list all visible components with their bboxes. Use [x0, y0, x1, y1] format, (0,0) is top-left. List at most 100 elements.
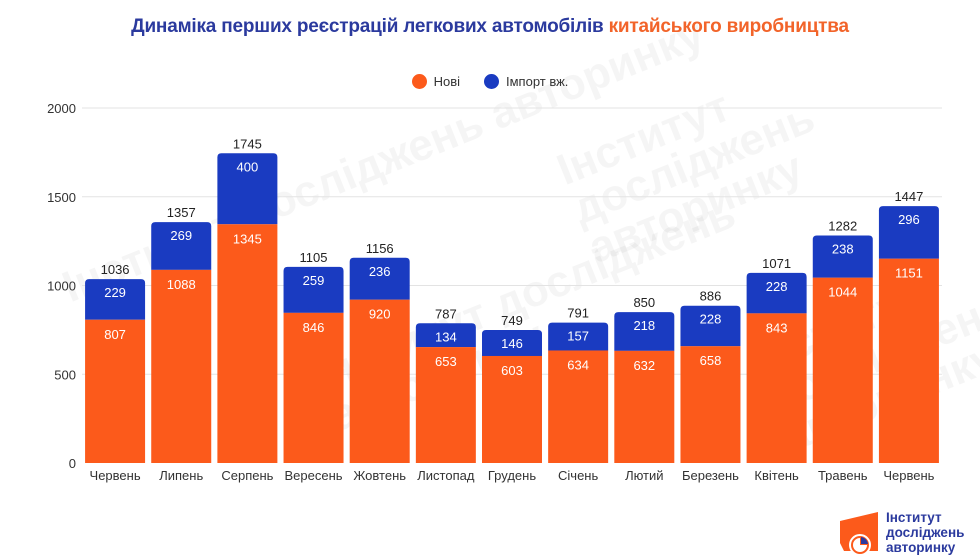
- bar-group[interactable]: 229 807 1036: [85, 262, 146, 463]
- data-label-total: 1105: [300, 250, 328, 265]
- bar-import[interactable]: [812, 235, 873, 278]
- x-tick-label: Серпень: [221, 468, 273, 483]
- data-label-import: 296: [898, 212, 920, 227]
- bar-new[interactable]: [878, 258, 939, 463]
- logo-text: Інститут досліджень авторинку: [886, 510, 964, 555]
- bar-import[interactable]: [482, 330, 542, 356]
- data-label-new: 1044: [828, 285, 857, 300]
- data-label-import: 269: [170, 228, 192, 243]
- x-tick-label: Червень: [90, 468, 141, 483]
- data-label-total: 1357: [167, 205, 196, 220]
- bar-import[interactable]: [349, 257, 410, 300]
- x-tick-label: Березень: [682, 468, 739, 483]
- data-label-import: 238: [832, 241, 854, 256]
- x-tick-label: Січень: [558, 468, 598, 483]
- bar-new[interactable]: [680, 346, 741, 463]
- data-label-import: 229: [104, 285, 126, 300]
- y-tick-label: 500: [54, 367, 76, 382]
- logo: Інститут досліджень авторинку: [838, 507, 978, 557]
- bar-new[interactable]: [283, 312, 344, 463]
- data-label-import: 146: [501, 336, 523, 351]
- y-axis-ticks: 0 500 1000 1500 2000: [47, 101, 76, 471]
- legend-swatch-new: [411, 74, 427, 89]
- bar-new[interactable]: [812, 277, 873, 463]
- bar-new[interactable]: [746, 313, 807, 463]
- data-label-new: 603: [501, 363, 523, 378]
- legend-item-new[interactable]: Нові: [411, 74, 460, 89]
- bar-new[interactable]: [85, 319, 146, 463]
- bar-new[interactable]: [217, 224, 278, 463]
- bar-import[interactable]: [151, 222, 212, 270]
- data-label-import: 228: [766, 279, 788, 294]
- chart-title: Динаміка перших реєстрацій легкових авто…: [0, 16, 980, 38]
- data-label-new: 920: [369, 307, 391, 322]
- bar-group[interactable]: 236 920 1156: [349, 241, 410, 463]
- bar-new[interactable]: [614, 350, 675, 463]
- x-tick-label: Жовтень: [353, 468, 406, 483]
- legend-swatch-import: [484, 74, 499, 89]
- x-axis-ticks: Червень Липень Серпень Вересень Жовтень Листо…: [90, 468, 935, 483]
- bar-new[interactable]: [151, 269, 212, 463]
- chart-title-main: Динаміка перших реєстрацій легкових авто…: [131, 16, 604, 37]
- data-label-total: 1156: [366, 241, 394, 256]
- data-label-new: 658: [700, 353, 722, 368]
- data-label-new: 1151: [895, 266, 923, 281]
- bar-import[interactable]: [415, 323, 476, 348]
- data-label-total: 886: [700, 289, 722, 304]
- data-label-total: 749: [501, 313, 523, 328]
- logo-icon: [840, 512, 878, 556]
- bar-new[interactable]: [349, 299, 410, 463]
- bar-import[interactable]: [85, 279, 146, 320]
- bar-new[interactable]: [482, 355, 542, 463]
- bar-group[interactable]: 228 658 886: [680, 289, 741, 463]
- data-label-new: 807: [104, 327, 126, 342]
- data-label-total: 1036: [101, 262, 130, 277]
- bar-import[interactable]: [746, 272, 807, 314]
- data-label-import: 228: [700, 312, 722, 327]
- data-label-import: 218: [633, 318, 655, 333]
- legend: Нові Імпорт вж.: [0, 74, 980, 89]
- bars: 229 807 1036 269 1088 1357 400 1345 1745 259 846 11…: [85, 136, 939, 463]
- y-tick-label: 2000: [47, 101, 76, 116]
- bar-new[interactable]: [415, 347, 476, 463]
- logo-line-3: авторинку: [886, 540, 956, 555]
- logo-line-2: досліджень: [886, 525, 965, 540]
- bar-group[interactable]: 269 1088 1357: [151, 205, 212, 463]
- bar-import[interactable]: [878, 206, 939, 259]
- data-label-total: 1071: [762, 256, 791, 271]
- chart-title-accent: китайського виробництва: [608, 16, 849, 37]
- bar-group[interactable]: 134 653 787: [415, 306, 476, 463]
- x-tick-label: Грудень: [488, 468, 536, 483]
- bar-group[interactable]: 400 1345 1745: [217, 136, 278, 463]
- bar-import[interactable]: [680, 305, 741, 347]
- bar-group[interactable]: 228 843 1071: [746, 256, 807, 463]
- bar-group[interactable]: 238 1044 1282: [812, 218, 873, 463]
- bar-import[interactable]: [548, 322, 609, 351]
- bar-group[interactable]: 218 632 850: [614, 295, 675, 463]
- data-label-new: 846: [303, 320, 325, 335]
- x-tick-label: Листопад: [417, 468, 475, 483]
- data-label-total: 791: [567, 306, 589, 321]
- logo-line-1: Інститут: [886, 510, 942, 525]
- y-tick-label: 1000: [47, 279, 76, 294]
- data-label-total: 1745: [233, 136, 262, 151]
- data-label-new: 1345: [233, 231, 262, 246]
- bar-new[interactable]: [548, 350, 609, 463]
- legend-label-new: Нові: [433, 74, 460, 89]
- y-tick-label: 1500: [47, 190, 76, 205]
- data-label-import: 157: [567, 329, 589, 344]
- bar-group[interactable]: 157 634 791: [548, 306, 609, 463]
- bar-group[interactable]: 259 846 1105: [283, 250, 344, 463]
- data-label-total: 1447: [894, 189, 923, 204]
- legend-item-import[interactable]: Імпорт вж.: [484, 74, 568, 89]
- data-label-new: 1088: [167, 277, 196, 292]
- bar-import[interactable]: [614, 312, 675, 351]
- bar-import[interactable]: [217, 153, 278, 225]
- x-tick-label: Червень: [883, 468, 934, 483]
- bar-group[interactable]: 296 1151 1447: [878, 189, 939, 463]
- data-label-import: 236: [369, 264, 391, 279]
- data-label-total: 1282: [828, 218, 857, 233]
- bar-group[interactable]: 146 603 749: [482, 313, 542, 463]
- bar-import[interactable]: [283, 266, 344, 313]
